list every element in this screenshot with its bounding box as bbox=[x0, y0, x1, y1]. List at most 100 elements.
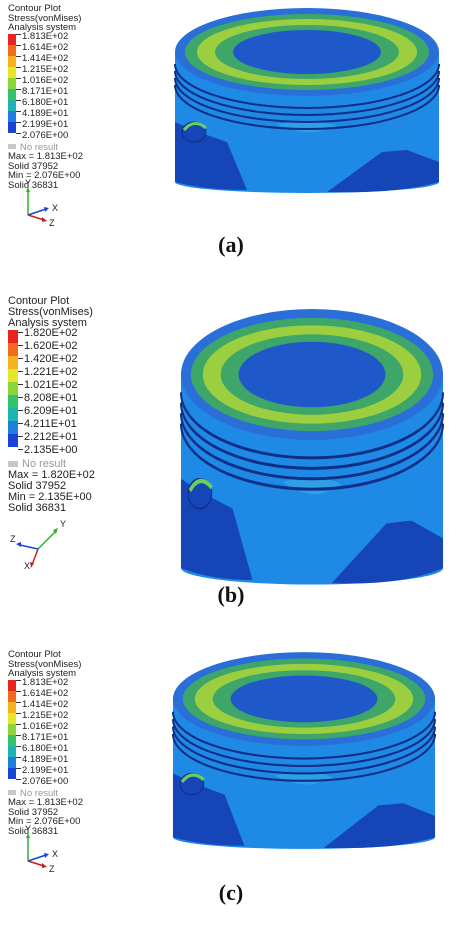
legend-tick bbox=[16, 122, 21, 123]
ring-groove bbox=[179, 423, 445, 491]
legend-swatch bbox=[8, 356, 18, 369]
panel-a: Contour Plot Stress(vonMises) Analysis s… bbox=[0, 0, 462, 310]
pin-stress-highlight bbox=[188, 478, 213, 493]
legend-scale: 1.820E+02 1.620E+02 1.420E+02 1.221E+02 1.02… bbox=[8, 327, 95, 459]
legend-max: Max = 1.813E+02 bbox=[8, 151, 83, 162]
legend-value: 1.813E+02 bbox=[22, 30, 69, 42]
legend-tick bbox=[18, 370, 23, 372]
legend-tick bbox=[16, 746, 21, 747]
legend-min-solid: Solid 36831 bbox=[8, 825, 59, 837]
legend-swatch bbox=[8, 66, 16, 78]
legend-value: 1.016E+02 bbox=[22, 720, 69, 732]
legend-no-result: No result bbox=[8, 459, 95, 470]
contour-legend: Contour Plot Stress(vonMises) Analysis s… bbox=[8, 296, 95, 514]
ring-groove bbox=[174, 70, 440, 116]
ring-groove bbox=[171, 719, 437, 768]
legend-tick bbox=[18, 422, 23, 424]
legend-tick bbox=[16, 680, 21, 681]
caption-a: (a) bbox=[218, 232, 244, 257]
legend-tick bbox=[18, 448, 23, 450]
legend-quantity: Stress(vonMises) bbox=[8, 12, 82, 24]
legend-tick bbox=[16, 768, 21, 769]
axis-label-y: Y bbox=[25, 824, 31, 834]
legend-value: 4.211E+01 bbox=[24, 418, 77, 430]
legend-swatch bbox=[8, 745, 16, 757]
legend-value: 1.620E+02 bbox=[24, 340, 78, 352]
legend-swatch bbox=[8, 330, 18, 343]
legend-value: 1.414E+02 bbox=[22, 698, 69, 710]
legend-swatch bbox=[8, 382, 18, 395]
legend-value: 2.076E+00 bbox=[22, 129, 69, 141]
legend-min: Min = 2.076E+00 bbox=[8, 816, 81, 827]
legend-tick bbox=[16, 133, 21, 134]
legend-tick bbox=[16, 89, 21, 90]
legend-value: 1.820E+02 bbox=[24, 327, 78, 339]
legend-tick bbox=[16, 100, 21, 101]
ring-groove bbox=[174, 63, 440, 109]
legend-swatch bbox=[8, 434, 18, 447]
legend-tick bbox=[18, 344, 23, 346]
legend-swatch bbox=[8, 734, 16, 746]
legend-min-solid: Solid 36831 bbox=[8, 502, 67, 514]
contour-legend: Contour Plot Stress(vonMises) Analysis s… bbox=[8, 4, 83, 190]
legend-value: 1.221E+02 bbox=[24, 366, 78, 378]
legend-value: 1.021E+02 bbox=[24, 379, 78, 391]
legend-min-solid: Solid 36831 bbox=[8, 179, 59, 191]
ring-groove bbox=[171, 734, 437, 782]
stress-region-low bbox=[323, 803, 436, 849]
legend-value: 8.208E+01 bbox=[24, 392, 78, 404]
legend-swatch bbox=[8, 44, 16, 56]
legend-max-solid: Solid 37952 bbox=[8, 806, 59, 818]
piston-crown-center bbox=[230, 675, 378, 723]
legend-min: Min = 2.076E+00 bbox=[8, 170, 81, 181]
legend-scale: 1.813E+02 1.614E+02 1.414E+02 1.215E+02 1.01… bbox=[8, 30, 83, 143]
legend-value: 2.199E+01 bbox=[22, 118, 69, 130]
legend-swatch bbox=[8, 55, 16, 67]
legend-system: Analysis system bbox=[8, 317, 87, 329]
legend-swatch bbox=[8, 767, 16, 779]
legend-no-result: No result bbox=[8, 142, 83, 153]
ring-groove bbox=[179, 402, 445, 470]
axis-label-y: Y bbox=[25, 178, 31, 188]
axis-triad: Y X Z bbox=[25, 824, 58, 874]
legend-value: 2.199E+01 bbox=[22, 764, 69, 776]
axis-triad: Y Z X bbox=[10, 519, 66, 571]
piston-crown-center bbox=[238, 341, 386, 408]
legend-max-solid: Solid 37952 bbox=[8, 160, 59, 172]
axis-triad: Y X Z bbox=[25, 178, 58, 228]
pin-stress-highlight bbox=[182, 122, 207, 132]
legend-tick bbox=[16, 713, 21, 714]
legend-system: Analysis system bbox=[8, 22, 77, 33]
legend-quantity: Stress(vonMises) bbox=[8, 306, 93, 318]
legend-no-result: No result bbox=[8, 788, 83, 799]
legend-swatch bbox=[8, 99, 16, 111]
legend-value: 4.189E+01 bbox=[22, 753, 69, 765]
legend-tick bbox=[18, 435, 23, 437]
axis-label-z: Z bbox=[10, 534, 16, 544]
legend-swatch bbox=[8, 77, 16, 89]
axis-label-x: X bbox=[52, 849, 58, 859]
axis-label-z: Z bbox=[49, 218, 55, 228]
legend-value: 1.414E+02 bbox=[22, 52, 69, 64]
legend-min: Min = 2.135E+00 bbox=[8, 491, 92, 503]
legend-tick bbox=[18, 331, 23, 333]
legend-value: 8.171E+01 bbox=[22, 731, 69, 743]
legend-quantity: Stress(vonMises) bbox=[8, 658, 82, 670]
legend-value: 1.420E+02 bbox=[24, 353, 78, 365]
piston-model bbox=[179, 308, 445, 585]
legend-swatch bbox=[8, 756, 16, 768]
legend-value: 1.614E+02 bbox=[22, 687, 69, 699]
legend-swatch bbox=[8, 343, 18, 356]
ring-groove bbox=[171, 726, 437, 775]
legend-tick bbox=[16, 702, 21, 703]
legend-tick bbox=[16, 67, 21, 68]
legend-max-solid: Solid 37952 bbox=[8, 480, 67, 492]
legend-value: 1.215E+02 bbox=[22, 709, 69, 721]
legend-tick bbox=[16, 45, 21, 46]
ring-groove bbox=[179, 413, 445, 481]
legend-tick bbox=[16, 724, 21, 725]
legend-value: 6.209E+01 bbox=[24, 405, 78, 417]
legend-swatch bbox=[8, 701, 16, 713]
ring-groove bbox=[174, 84, 440, 130]
pin-stress-highlight bbox=[180, 773, 205, 783]
